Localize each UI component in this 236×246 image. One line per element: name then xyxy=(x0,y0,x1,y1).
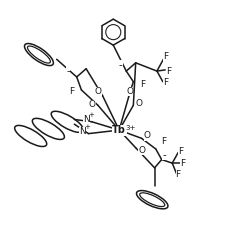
Text: -: - xyxy=(67,66,70,76)
Text: F: F xyxy=(69,87,75,96)
Text: O: O xyxy=(95,87,102,96)
Text: F: F xyxy=(176,170,181,179)
Text: O: O xyxy=(144,131,151,140)
Text: 3+: 3+ xyxy=(125,125,136,131)
Text: F: F xyxy=(161,137,167,146)
Text: O: O xyxy=(88,100,96,109)
Text: F: F xyxy=(163,78,168,87)
Text: -: - xyxy=(119,60,123,70)
Text: O: O xyxy=(138,146,145,155)
Text: F: F xyxy=(180,159,185,168)
Text: F: F xyxy=(140,79,145,89)
Text: O: O xyxy=(136,99,143,108)
Text: +: + xyxy=(84,123,90,130)
Text: O: O xyxy=(126,87,133,96)
Text: F: F xyxy=(163,52,168,62)
Text: -: - xyxy=(162,150,166,160)
Text: N: N xyxy=(79,127,86,136)
Text: Tb: Tb xyxy=(112,125,126,135)
Text: N: N xyxy=(83,115,89,124)
Text: +: + xyxy=(88,112,94,118)
Text: F: F xyxy=(178,147,183,156)
Text: F: F xyxy=(166,67,171,76)
